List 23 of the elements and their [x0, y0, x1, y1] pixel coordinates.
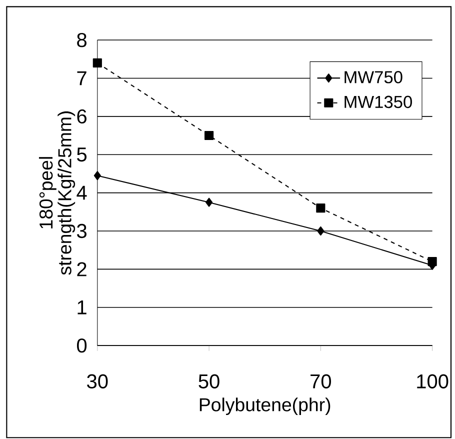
point	[316, 204, 326, 213]
x-axis-title: Polybutene(phr)	[200, 398, 330, 416]
y-tick-label: 4	[76, 186, 87, 200]
x-tick-label: 70	[310, 374, 332, 388]
y-tick-label: 5	[77, 148, 87, 162]
y-tick-label: 8	[77, 32, 86, 48]
point	[206, 198, 213, 207]
y-tick-label: 7	[77, 71, 86, 86]
point	[317, 226, 324, 236]
y-tick-label: 0	[77, 338, 87, 353]
y-axis-title: 180°peel strength(Kgf/25mm)	[38, 111, 76, 275]
y-tick-label: 2	[77, 262, 86, 276]
legend-label: MW750	[344, 71, 402, 84]
x-tick-label: 100	[417, 374, 448, 388]
point	[92, 58, 102, 68]
legend-label: MW1350	[344, 96, 412, 108]
point	[204, 130, 214, 140]
x-tick-label: 30	[87, 374, 108, 388]
y-tick-label: 3	[76, 224, 86, 238]
y-tick-label: 6	[77, 109, 86, 124]
y-tick-label: 1	[78, 300, 86, 314]
x-tick-label: 50	[198, 374, 220, 388]
point	[94, 171, 101, 180]
